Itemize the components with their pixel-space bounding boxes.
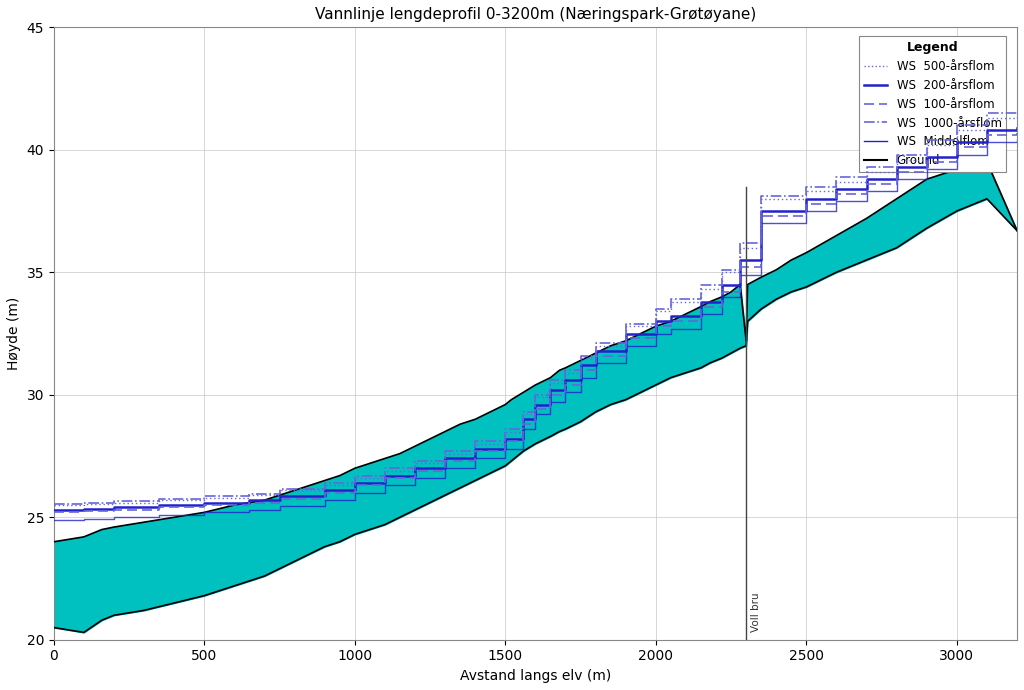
- X-axis label: Avstand langs elv (m): Avstand langs elv (m): [460, 669, 611, 683]
- Text: Voll bru: Voll bru: [751, 593, 761, 633]
- Legend: WS  500-årsflom, WS  200-årsflom, WS  100-årsflom, WS  1000-årsflom, WS  Middelf: WS 500-årsflom, WS 200-årsflom, WS 100-å…: [859, 37, 1007, 172]
- Title: Vannlinje lengdeprofil 0-3200m (Næringspark-Grøtøyane): Vannlinje lengdeprofil 0-3200m (Næringsp…: [314, 7, 756, 22]
- Y-axis label: Høyde (m): Høyde (m): [7, 297, 20, 370]
